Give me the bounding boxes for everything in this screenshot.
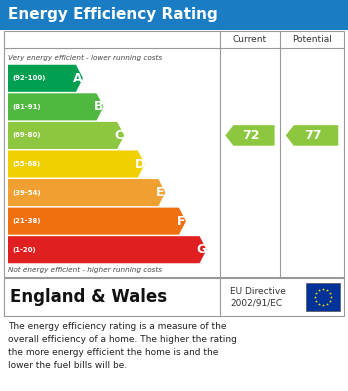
Text: Potential: Potential: [292, 34, 332, 43]
Polygon shape: [8, 179, 165, 206]
Text: 77: 77: [304, 129, 322, 142]
Text: Energy Efficiency Rating: Energy Efficiency Rating: [8, 7, 218, 23]
Text: (1-20): (1-20): [12, 247, 35, 253]
Text: B: B: [94, 100, 103, 113]
Text: G: G: [197, 243, 207, 256]
Bar: [306, 283, 340, 311]
Polygon shape: [8, 122, 124, 149]
Bar: [4, 278, 344, 316]
Text: F: F: [177, 215, 185, 228]
Text: (81-91): (81-91): [12, 104, 41, 110]
Text: EU Directive: EU Directive: [230, 287, 286, 296]
Text: A: A: [73, 72, 83, 85]
Text: 72: 72: [243, 129, 260, 142]
Polygon shape: [8, 65, 83, 92]
Polygon shape: [286, 125, 338, 146]
Text: Not energy efficient - higher running costs: Not energy efficient - higher running co…: [8, 267, 162, 273]
Polygon shape: [8, 93, 104, 120]
Text: (69-80): (69-80): [12, 133, 40, 138]
Text: (55-68): (55-68): [12, 161, 40, 167]
Bar: [0, 0, 348, 30]
Polygon shape: [8, 236, 207, 263]
Polygon shape: [8, 151, 145, 178]
Polygon shape: [226, 125, 275, 146]
Text: (39-54): (39-54): [12, 190, 41, 196]
Text: D: D: [135, 158, 145, 170]
Text: The energy efficiency rating is a measure of the
overall efficiency of a home. T: The energy efficiency rating is a measur…: [8, 322, 237, 369]
Text: E: E: [156, 186, 165, 199]
Text: Current: Current: [233, 34, 267, 43]
Text: (21-38): (21-38): [12, 218, 40, 224]
Text: 2002/91/EC: 2002/91/EC: [230, 298, 282, 307]
Polygon shape: [8, 208, 186, 235]
Text: Very energy efficient - lower running costs: Very energy efficient - lower running co…: [8, 55, 162, 61]
Text: C: C: [115, 129, 124, 142]
Text: England & Wales: England & Wales: [10, 288, 167, 306]
Bar: [4, 31, 344, 277]
Text: (92-100): (92-100): [12, 75, 45, 81]
